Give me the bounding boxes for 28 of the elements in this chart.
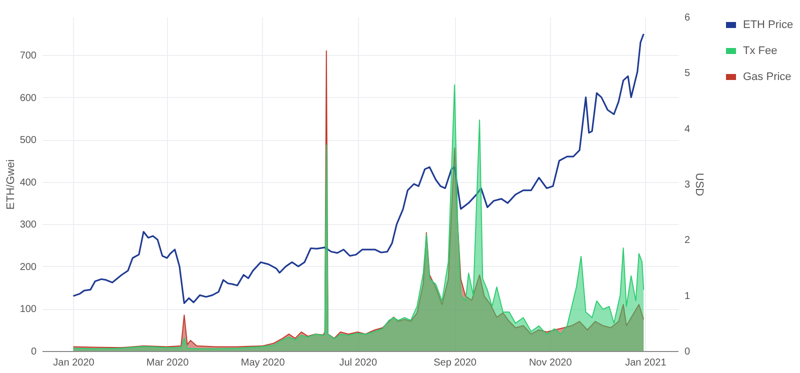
legend-label: Gas Price — [743, 71, 792, 83]
y-tick-label: 300 — [20, 220, 37, 231]
y2-tick-label: 6 — [684, 12, 690, 24]
x-tick-label: Nov 2020 — [528, 358, 572, 368]
y-axis-title: ETH/Gwei — [4, 159, 17, 210]
x-tick-label: Jul 2020 — [339, 358, 378, 368]
legend-label: ETH Price — [743, 19, 794, 31]
x-tick-label: Jan 2020 — [53, 358, 95, 368]
y2-tick-label: 5 — [684, 68, 690, 80]
x-tick-label: Jan 2021 — [625, 358, 667, 368]
y2-tick-label: 1 — [684, 290, 690, 302]
y2-tick-label: 3 — [684, 180, 690, 190]
y-tick-label: 400 — [20, 177, 37, 188]
y-tick-label: 600 — [20, 92, 37, 104]
line-series — [72, 33, 644, 304]
x-tick-label: Mar 2020 — [146, 358, 190, 368]
y2-tick-label: 0 — [684, 346, 690, 358]
y2-tick-label: 2 — [684, 235, 690, 246]
y-tick-label: 100 — [20, 304, 37, 316]
y-tick-label: 700 — [20, 50, 37, 62]
y-tick-label: 200 — [20, 262, 37, 273]
x-tick-label: Sep 2020 — [434, 358, 477, 368]
y2-axis-title: USD — [693, 172, 706, 196]
legend-label: Tx Fee — [743, 45, 778, 57]
x-tick-label: May 2020 — [240, 358, 286, 368]
y-tick-label: 0 — [30, 346, 37, 358]
y-tick-label: 500 — [20, 135, 37, 146]
y2-tick-label: 4 — [684, 124, 690, 135]
